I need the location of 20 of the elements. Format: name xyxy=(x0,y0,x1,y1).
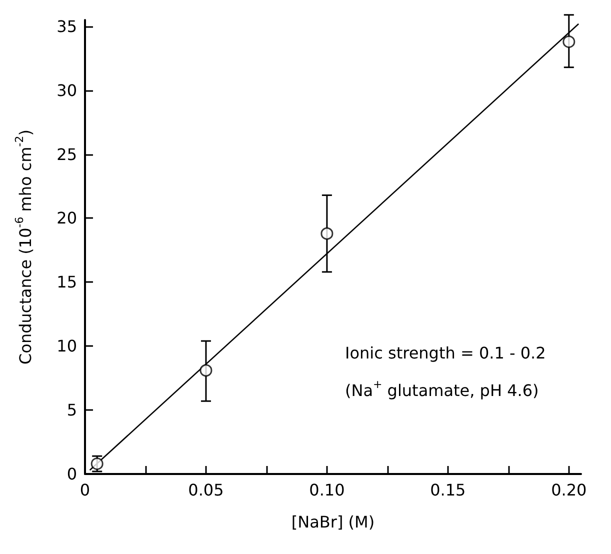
x-tick-label: 0.10 xyxy=(309,480,345,500)
y-axis-title: Conductance (10-6 mho cm-2) xyxy=(13,130,35,364)
y-tick-label: 20 xyxy=(56,208,77,228)
y-tick-label: 30 xyxy=(56,80,77,100)
y-tick-label: 10 xyxy=(56,336,77,356)
point xyxy=(320,227,334,240)
x-tick-label: 0.20 xyxy=(551,480,587,500)
x-tick-label: 0.15 xyxy=(430,480,466,500)
annotation: Ionic strength = 0.1 - 0.2 xyxy=(345,344,546,362)
annotation: (Na+ glutamate, pH 4.6) xyxy=(345,378,539,400)
y-tick-label: 0 xyxy=(66,464,77,484)
y-tick-label: 35 xyxy=(56,16,77,36)
point xyxy=(200,364,212,377)
y-tick-label: 5 xyxy=(66,400,77,420)
y-tick-label: 15 xyxy=(56,272,77,292)
point xyxy=(562,35,576,48)
x-tick-label: 0 xyxy=(80,480,90,500)
x-axis-title: [NaBr] (M) xyxy=(291,512,375,532)
x-tick-label: 0.05 xyxy=(188,480,224,500)
y-tick-label: 25 xyxy=(56,144,77,164)
